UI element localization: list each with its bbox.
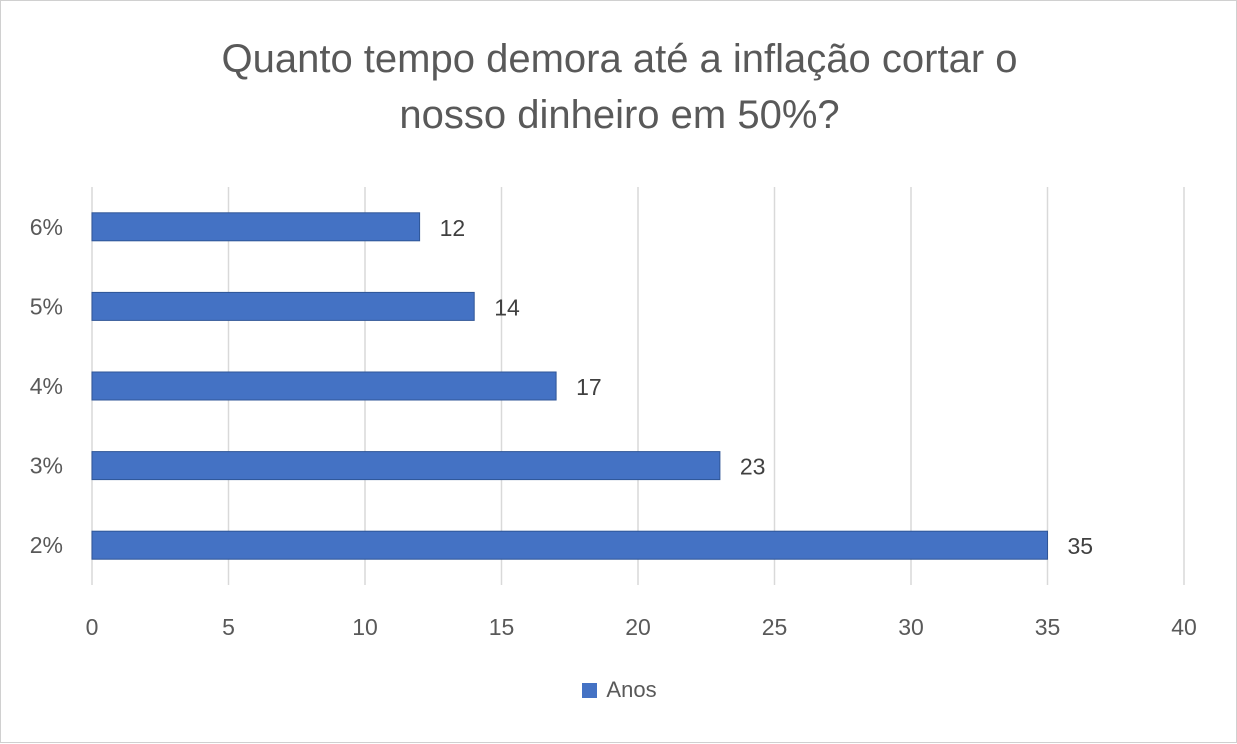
- chart-title: Quanto tempo demora até a inflação corta…: [1, 31, 1237, 143]
- x-tick-label-6: 30: [898, 614, 924, 640]
- legend-label: Anos: [606, 677, 657, 702]
- bar-2: [91, 371, 557, 401]
- legend: Anos: [1, 677, 1237, 703]
- category-label-3: 3%: [30, 453, 63, 479]
- x-tick-label-4: 20: [625, 614, 651, 640]
- x-tick-label-0: 0: [86, 614, 99, 640]
- bar-1: [91, 291, 475, 321]
- data-label-0: 12: [440, 215, 466, 241]
- legend-swatch: [582, 682, 598, 698]
- data-label-4: 35: [1068, 533, 1094, 559]
- chart-title-line-2: nosso dinheiro em 50%?: [399, 93, 840, 137]
- x-tick-label-2: 10: [352, 614, 378, 640]
- data-label-1: 14: [494, 294, 520, 320]
- category-label-1: 5%: [30, 293, 63, 319]
- bar-4: [91, 530, 1048, 560]
- category-label-2: 4%: [30, 373, 63, 399]
- category-label-0: 6%: [30, 214, 63, 240]
- data-label-2: 17: [576, 374, 602, 400]
- bar-3: [91, 451, 721, 481]
- category-label-4: 2%: [30, 532, 63, 558]
- x-tick-label-5: 25: [762, 614, 788, 640]
- data-label-3: 23: [740, 454, 766, 480]
- x-tick-label-7: 35: [1035, 614, 1061, 640]
- x-tick-label-8: 40: [1171, 614, 1197, 640]
- x-tick-label-3: 15: [489, 614, 515, 640]
- bar-0: [91, 212, 421, 242]
- chart-title-line-1: Quanto tempo demora até a inflação corta…: [221, 37, 1018, 81]
- x-tick-label-1: 5: [222, 614, 235, 640]
